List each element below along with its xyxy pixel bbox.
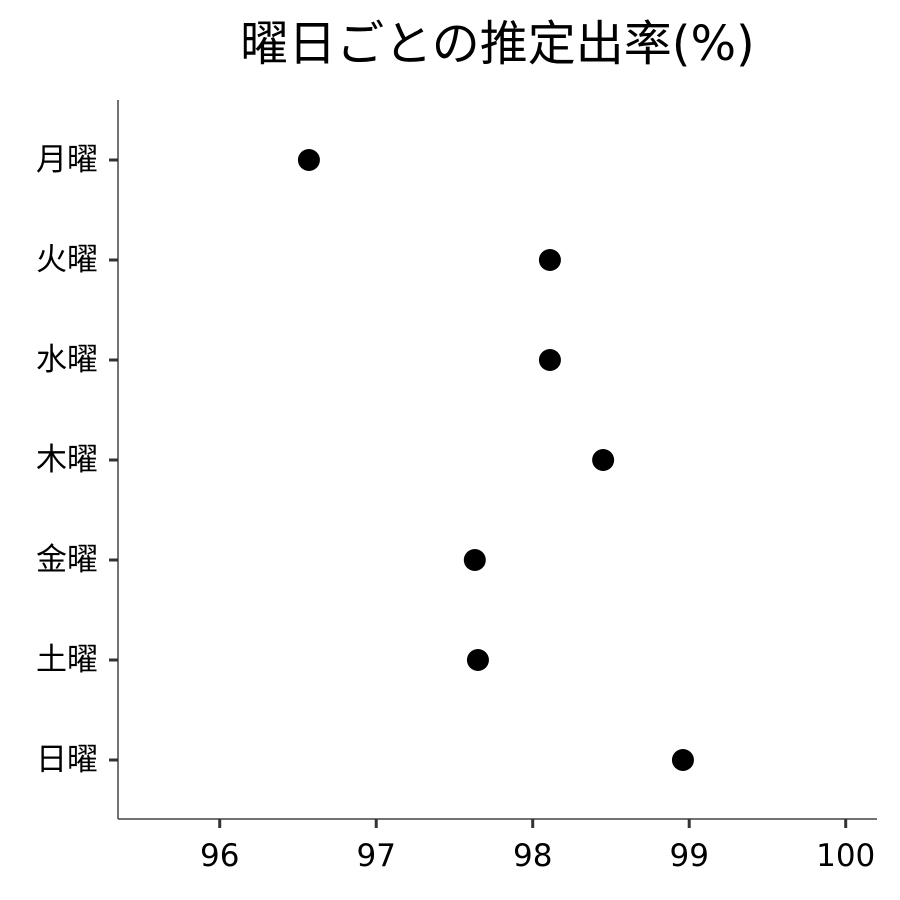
x-tick-label: 98 xyxy=(513,838,552,874)
axes xyxy=(117,100,877,820)
y-tick-label: 水曜 xyxy=(36,342,98,378)
data-point xyxy=(466,649,489,671)
data-point xyxy=(538,249,561,271)
data-points xyxy=(297,149,694,771)
data-point xyxy=(592,449,615,471)
x-tick-label: 99 xyxy=(669,838,708,874)
y-tick-label: 土曜 xyxy=(36,642,98,678)
y-tick-label: 月曜 xyxy=(36,142,98,178)
chart-title: 曜日ごとの推定出率(%) xyxy=(240,16,755,72)
data-point xyxy=(538,349,561,371)
data-point xyxy=(463,549,486,571)
y-tick-label: 木曜 xyxy=(36,442,98,478)
x-ticks: 96 97 98 99 100 xyxy=(200,819,875,874)
y-tick-label: 金曜 xyxy=(36,542,98,578)
x-tick-label: 100 xyxy=(816,838,875,874)
y-tick-label: 火曜 xyxy=(36,242,98,278)
y-tick-label: 日曜 xyxy=(36,742,98,778)
x-tick-label: 97 xyxy=(356,838,395,874)
x-tick-label: 96 xyxy=(200,838,239,874)
data-point xyxy=(297,149,320,171)
data-point xyxy=(671,749,694,771)
